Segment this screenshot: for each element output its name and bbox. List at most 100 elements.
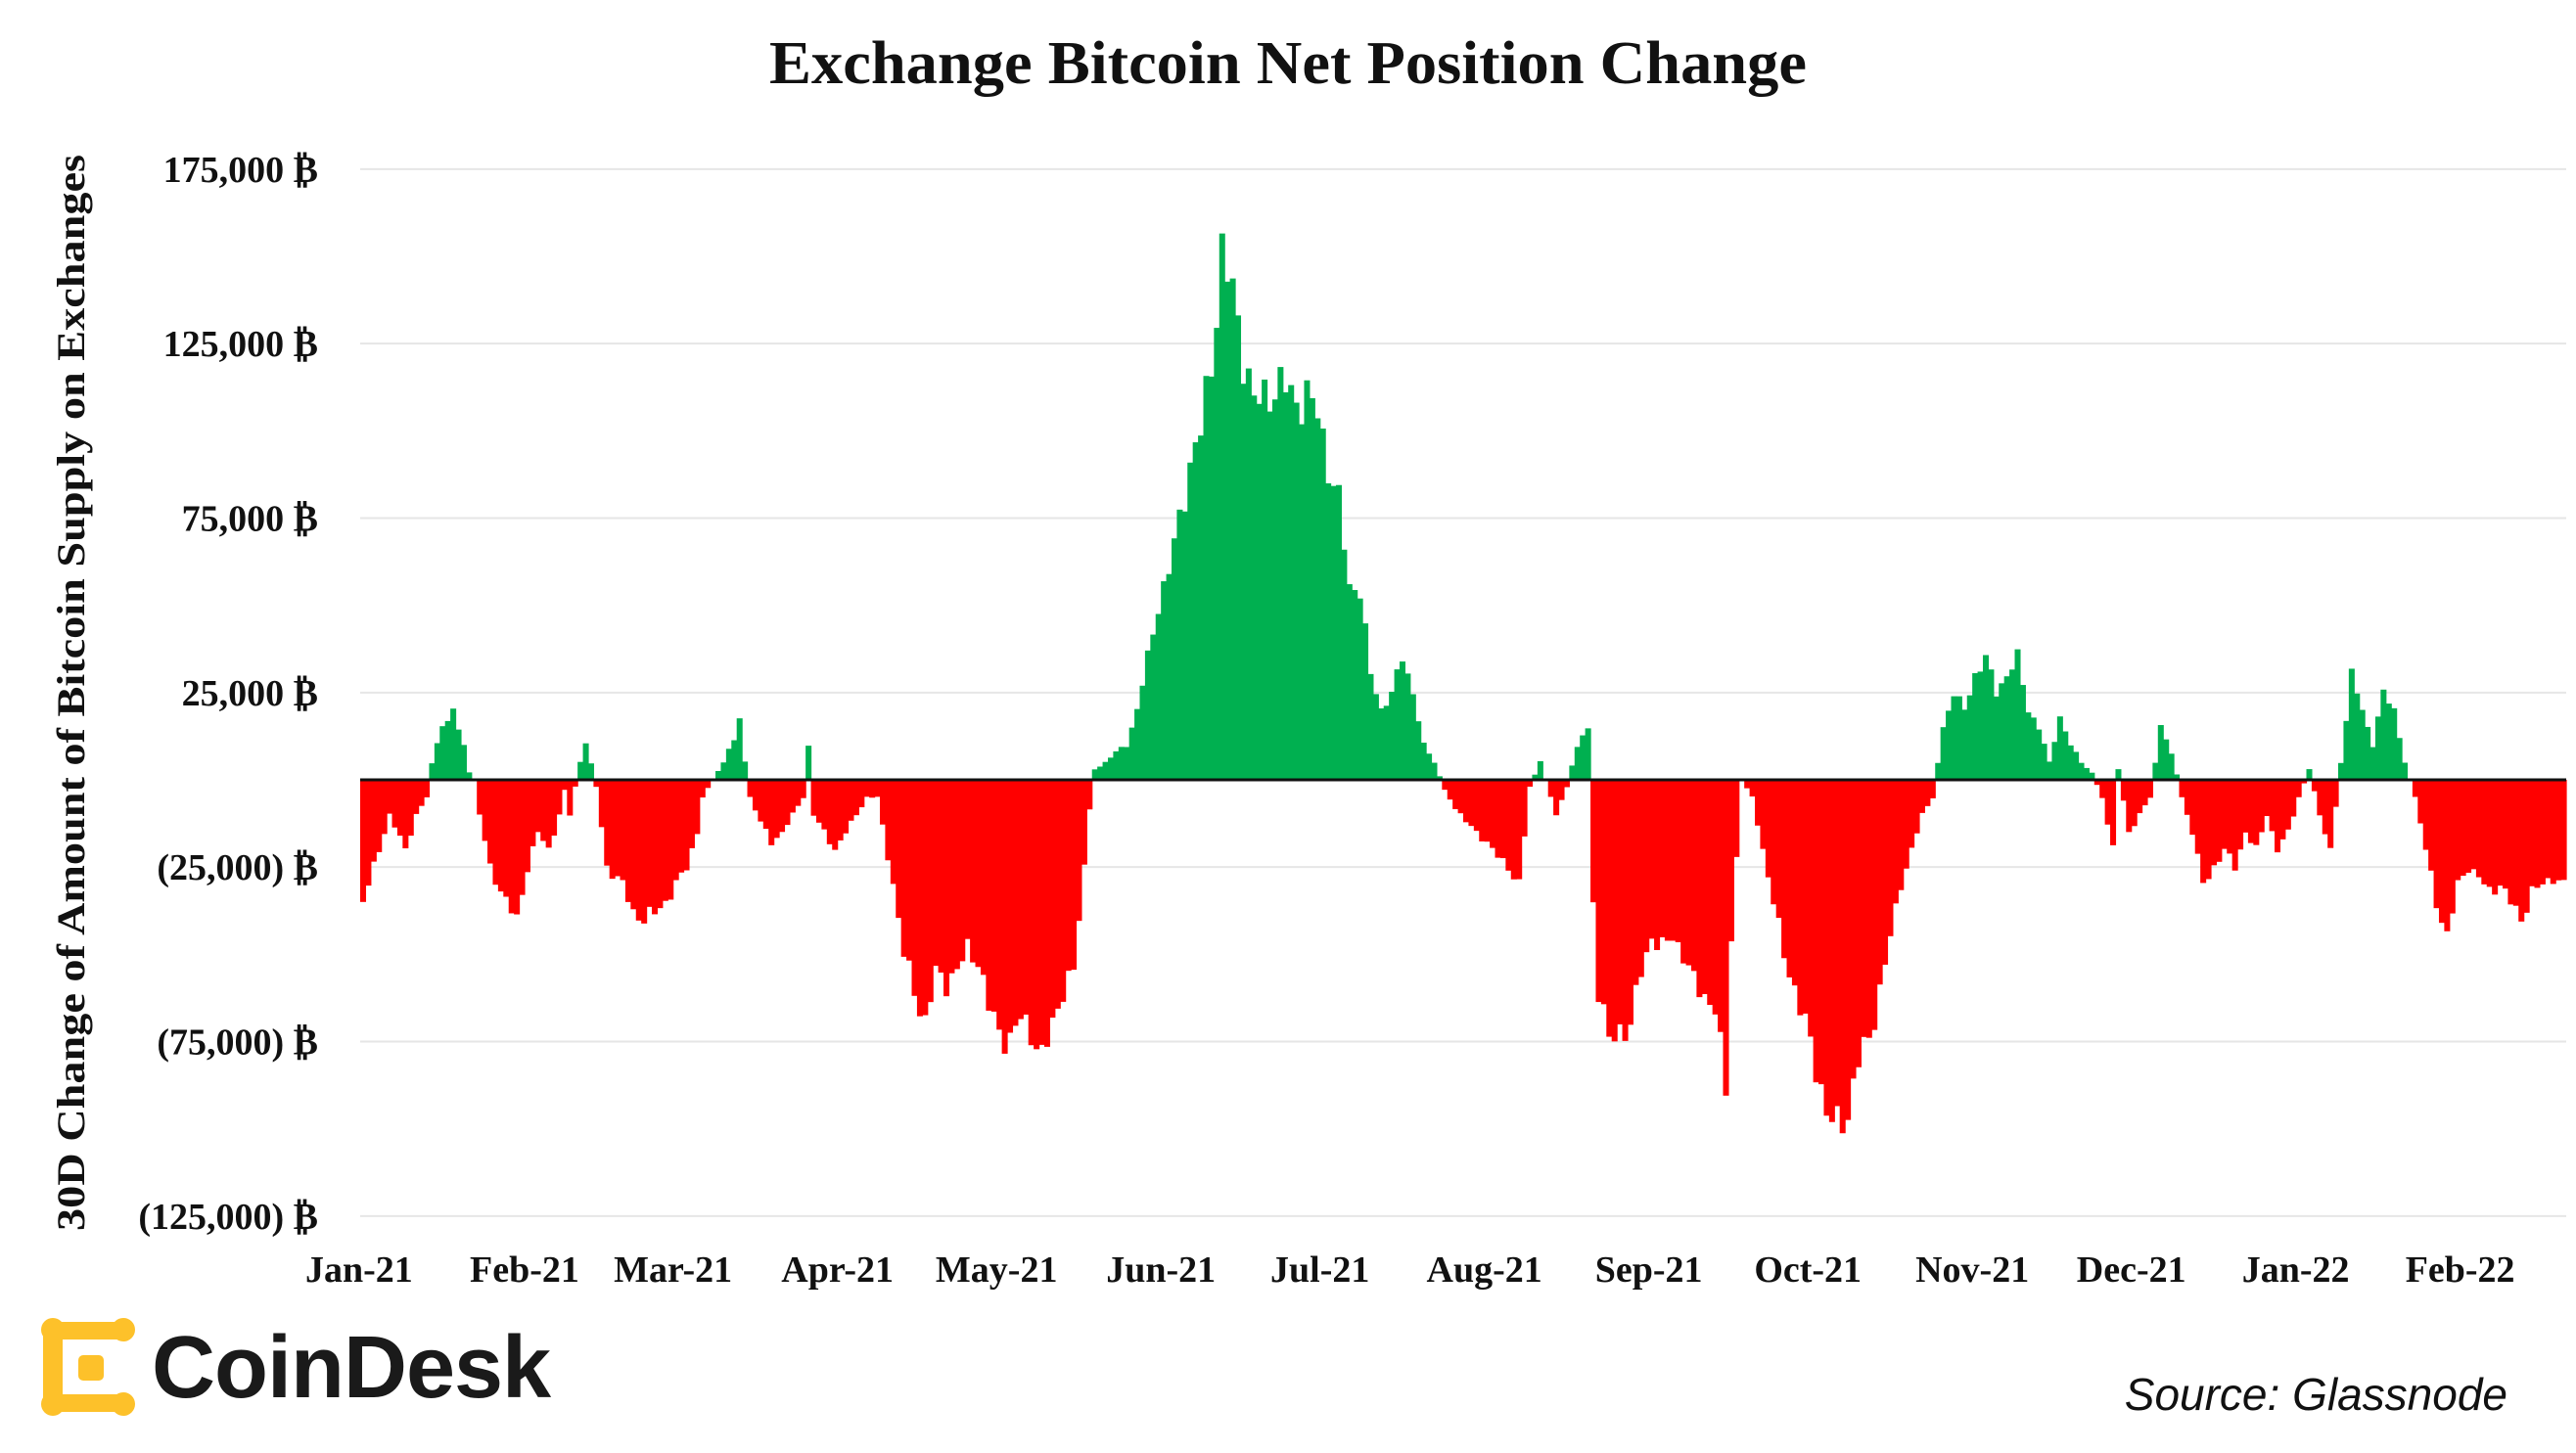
- bar-positive: [1999, 683, 2005, 780]
- bar-negative: [1627, 780, 1633, 1025]
- bar-positive: [1155, 613, 1162, 780]
- bar-positive: [460, 745, 467, 780]
- bar-negative: [1600, 780, 1607, 1005]
- bar-negative: [906, 780, 913, 961]
- bar-series: [360, 233, 2567, 1134]
- bar-positive: [1282, 391, 1289, 780]
- bar-positive: [1330, 485, 1337, 780]
- bar-positive: [1346, 584, 1353, 780]
- bar-negative: [2301, 780, 2308, 784]
- bar-negative: [1675, 780, 1681, 942]
- bar-negative: [1076, 780, 1082, 922]
- bar-negative: [762, 780, 769, 830]
- bar-negative: [2412, 780, 2418, 797]
- bar-negative: [1929, 780, 1936, 798]
- bar-negative: [646, 780, 653, 907]
- bar-negative: [2523, 780, 2530, 913]
- bar-negative: [1775, 780, 1782, 919]
- bar-negative: [1590, 780, 1597, 903]
- bar-positive: [1161, 581, 1168, 780]
- bar-positive: [805, 746, 812, 780]
- bar-positive: [1946, 710, 1953, 780]
- bar-negative: [1495, 780, 1501, 858]
- bar-negative: [1664, 780, 1671, 941]
- bar-positive: [1219, 233, 1225, 780]
- bar-negative: [1611, 780, 1618, 1042]
- bar-negative: [672, 780, 679, 881]
- bar-negative: [959, 780, 966, 962]
- bar-negative: [1038, 780, 1045, 1045]
- x-tick-label: Aug-21: [1427, 1249, 1542, 1291]
- bar-positive: [1362, 623, 1369, 780]
- bar-positive: [455, 729, 462, 780]
- bar-negative: [1510, 780, 1517, 880]
- bar-negative: [1723, 780, 1729, 1096]
- bar-positive: [1128, 727, 1135, 780]
- bar-negative: [630, 780, 637, 910]
- bar-negative: [2227, 780, 2233, 854]
- bar-positive: [1245, 368, 1252, 780]
- bar-negative: [1855, 780, 1862, 1067]
- bar-positive: [1961, 709, 1968, 780]
- bar-negative: [572, 780, 578, 787]
- bar-negative: [768, 780, 775, 845]
- bar-negative: [508, 780, 515, 914]
- bar-negative: [1563, 780, 1570, 788]
- bar-negative: [1071, 780, 1078, 971]
- bar-negative: [1023, 780, 1030, 1015]
- bar-negative: [1755, 780, 1762, 826]
- x-tick-label: Feb-21: [470, 1249, 579, 1291]
- bar-positive: [2062, 731, 2069, 780]
- bar-negative: [1707, 780, 1714, 1006]
- bar-negative: [1484, 780, 1491, 842]
- bar-negative: [1865, 780, 1872, 1038]
- bar-positive: [2003, 676, 2010, 780]
- bar-negative: [2534, 780, 2541, 888]
- bar-negative: [1903, 780, 1909, 869]
- bar-negative: [615, 780, 621, 877]
- bar-negative: [938, 780, 944, 974]
- bar-negative: [1558, 780, 1565, 800]
- bar-negative: [1606, 780, 1613, 1037]
- bar-negative: [1839, 780, 1846, 1134]
- bar-positive: [2009, 669, 2016, 780]
- bar-negative: [556, 780, 563, 815]
- bar-positive: [725, 749, 732, 780]
- bar-positive: [2025, 712, 2032, 780]
- bar-positive: [1972, 672, 1979, 780]
- bar-positive: [1404, 673, 1411, 780]
- bar-positive: [1203, 376, 1210, 780]
- bar-positive: [1113, 750, 1120, 780]
- bar-positive: [1352, 590, 1358, 780]
- bar-negative: [1086, 780, 1093, 810]
- x-tick-labels: Jan-21 Feb-21 Mar-21 Apr-21 May-21 Jun-21 Jul-…: [305, 1249, 2515, 1291]
- y-tick-label: 25,000 ₿: [182, 673, 318, 714]
- bar-negative: [747, 780, 754, 797]
- bar-negative: [2449, 780, 2456, 914]
- bar-negative: [1701, 780, 1708, 994]
- bar-negative: [2417, 780, 2424, 824]
- bar-negative: [1659, 780, 1666, 937]
- bar-negative: [2104, 780, 2111, 825]
- bar-positive: [1569, 765, 1576, 780]
- x-tick-label: Oct-21: [1754, 1249, 1862, 1291]
- bar-negative: [2231, 780, 2238, 871]
- x-tick-label: Apr-21: [781, 1249, 894, 1291]
- bar-negative: [927, 780, 934, 1003]
- bar-negative: [933, 780, 940, 967]
- bar-negative: [705, 780, 712, 789]
- bar-positive: [1436, 776, 1443, 780]
- bar-negative: [387, 780, 393, 814]
- bar-positive: [1299, 424, 1306, 780]
- bar-negative: [1595, 780, 1602, 1003]
- bar-negative: [1712, 780, 1719, 1015]
- y-tick-labels: 175,000 ₿ 125,000 ₿ 75,000 ₿ 25,000 ₿ (25,00…: [138, 150, 318, 1238]
- bar-positive: [1187, 462, 1194, 780]
- bar-positive: [1357, 598, 1363, 780]
- bar-negative: [503, 780, 510, 897]
- bar-positive: [1102, 761, 1109, 780]
- bar-negative: [593, 780, 600, 788]
- bar-negative: [2507, 780, 2514, 905]
- bar-negative: [922, 780, 929, 1016]
- bar-positive: [1262, 379, 1268, 780]
